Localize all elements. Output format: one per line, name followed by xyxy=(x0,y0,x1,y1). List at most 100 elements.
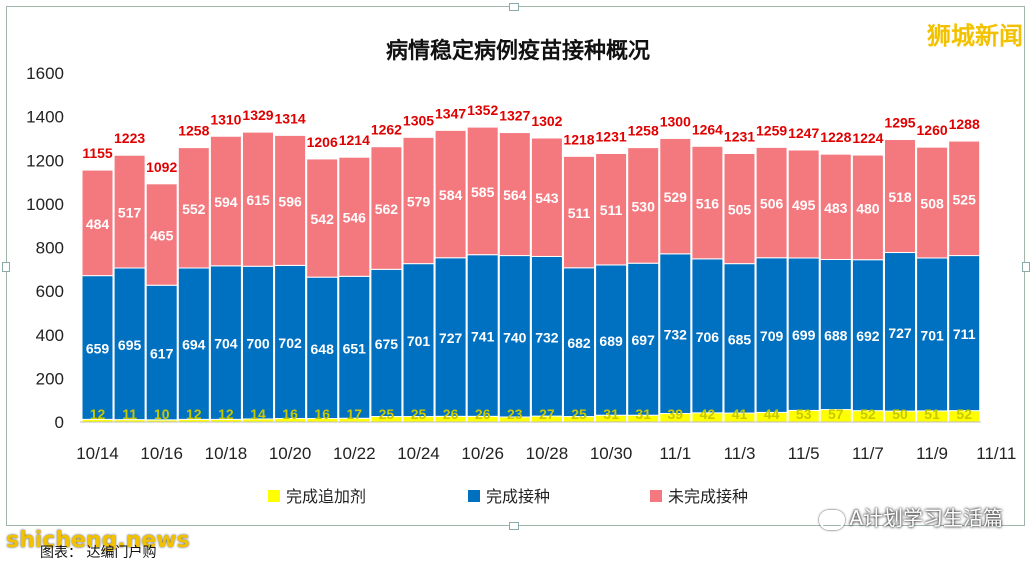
y-tick-label: 600 xyxy=(36,282,64,301)
data-label-full: 688 xyxy=(824,328,848,344)
data-label-partial: 529 xyxy=(664,189,688,205)
data-label-total: 1327 xyxy=(499,108,530,124)
data-label-partial: 543 xyxy=(535,190,559,206)
data-label-booster: 27 xyxy=(539,406,555,422)
bar-partial xyxy=(819,153,852,260)
bar-full xyxy=(177,267,210,420)
bar-full xyxy=(691,258,724,414)
data-label-booster: 14 xyxy=(250,406,266,422)
data-label-booster: 25 xyxy=(571,406,587,422)
bar-partial xyxy=(209,135,242,267)
x-tick-label: 10/22 xyxy=(333,444,376,463)
bar-partial xyxy=(434,129,467,259)
data-label-full: 695 xyxy=(118,337,142,353)
x-tick-label: 11/9 xyxy=(916,444,948,463)
data-label-partial: 594 xyxy=(214,194,238,210)
x-tick-label: 10/28 xyxy=(526,444,569,463)
y-tick-label: 400 xyxy=(36,326,64,345)
data-label-partial: 516 xyxy=(696,196,720,212)
resize-handle-right[interactable] xyxy=(1022,262,1030,272)
bar-full xyxy=(530,255,563,417)
data-label-total: 1262 xyxy=(371,122,402,138)
bar-partial xyxy=(659,137,692,255)
data-label-partial: 518 xyxy=(888,189,912,205)
data-label-total: 1260 xyxy=(917,122,948,138)
data-label-full: 617 xyxy=(150,346,174,362)
data-label-partial: 615 xyxy=(246,192,270,208)
data-label-booster: 52 xyxy=(860,406,876,422)
y-tick-label: 0 xyxy=(55,413,64,432)
data-label-full: 685 xyxy=(728,331,752,347)
data-label-full: 682 xyxy=(567,335,591,351)
legend-swatch xyxy=(468,490,480,502)
x-tick-label: 10/20 xyxy=(269,444,312,463)
bar-full xyxy=(916,257,949,412)
resize-handle-bottom[interactable] xyxy=(509,522,519,530)
data-label-total: 1214 xyxy=(339,132,370,148)
data-label-full: 692 xyxy=(856,328,880,344)
data-label-booster: 26 xyxy=(475,406,491,422)
data-label-booster: 31 xyxy=(635,406,651,422)
y-tick-label: 800 xyxy=(36,239,64,258)
data-label-total: 1310 xyxy=(210,111,241,127)
data-label-full: 706 xyxy=(696,329,720,345)
data-label-total: 1258 xyxy=(628,123,659,139)
data-label-booster: 26 xyxy=(443,406,459,422)
resize-handle-top[interactable] xyxy=(509,3,519,11)
data-label-full: 697 xyxy=(632,332,656,348)
data-label-partial: 596 xyxy=(278,193,302,209)
data-label-full: 689 xyxy=(599,333,623,349)
data-label-booster: 10 xyxy=(154,406,170,422)
data-label-partial: 511 xyxy=(568,205,591,221)
x-tick-label: 10/26 xyxy=(461,444,504,463)
x-tick-label: 10/18 xyxy=(205,444,248,463)
data-label-total: 1259 xyxy=(756,122,787,138)
x-tick-label: 11/7 xyxy=(852,444,884,463)
data-label-full: 740 xyxy=(503,329,527,345)
bar-partial xyxy=(851,154,884,261)
x-tick-label: 11/11 xyxy=(976,444,1016,463)
data-label-partial: 525 xyxy=(953,191,977,207)
data-label-full: 704 xyxy=(214,336,238,352)
data-label-total: 1264 xyxy=(692,121,723,137)
data-label-full: 727 xyxy=(888,325,912,341)
data-label-booster: 12 xyxy=(186,406,202,422)
legend-label: 完成接种 xyxy=(486,487,550,506)
bar-full xyxy=(145,284,178,421)
data-label-booster: 23 xyxy=(507,406,523,422)
data-label-booster: 25 xyxy=(411,406,427,422)
data-label-partial: 564 xyxy=(503,187,527,203)
bar-partial xyxy=(402,136,435,265)
bar-partial xyxy=(145,183,178,286)
bar-partial xyxy=(274,134,307,266)
data-label-partial: 530 xyxy=(632,198,656,214)
y-tick-label: 200 xyxy=(36,369,64,388)
resize-handle-left[interactable] xyxy=(2,262,10,272)
bar-full xyxy=(819,258,852,411)
data-label-booster: 50 xyxy=(892,406,908,422)
data-label-booster: 25 xyxy=(379,406,395,422)
bar-partial xyxy=(370,146,403,270)
data-label-partial: 562 xyxy=(375,201,399,217)
bar-full xyxy=(209,265,242,420)
data-label-partial: 511 xyxy=(600,202,623,218)
bar-partial xyxy=(884,139,916,254)
watermark: A计划学习生活篇 xyxy=(819,502,1003,531)
x-tick-label: 10/24 xyxy=(397,444,440,463)
y-tick-label: 1000 xyxy=(26,195,64,214)
x-tick-label: 11/5 xyxy=(788,444,820,463)
data-label-full: 659 xyxy=(86,341,110,357)
data-label-total: 1258 xyxy=(178,123,209,139)
data-label-partial: 484 xyxy=(86,216,110,232)
data-label-total: 1302 xyxy=(531,113,562,129)
bar-full xyxy=(338,275,371,419)
data-label-full: 651 xyxy=(343,340,367,356)
data-label-partial: 483 xyxy=(824,200,848,216)
data-label-partial: 542 xyxy=(311,211,335,227)
data-label-booster: 12 xyxy=(90,406,106,422)
x-tick-label: 10/16 xyxy=(140,444,183,463)
bar-partial xyxy=(338,156,371,277)
data-label-full: 711 xyxy=(953,326,976,342)
bar-partial xyxy=(916,146,949,259)
data-label-booster: 57 xyxy=(828,406,844,422)
